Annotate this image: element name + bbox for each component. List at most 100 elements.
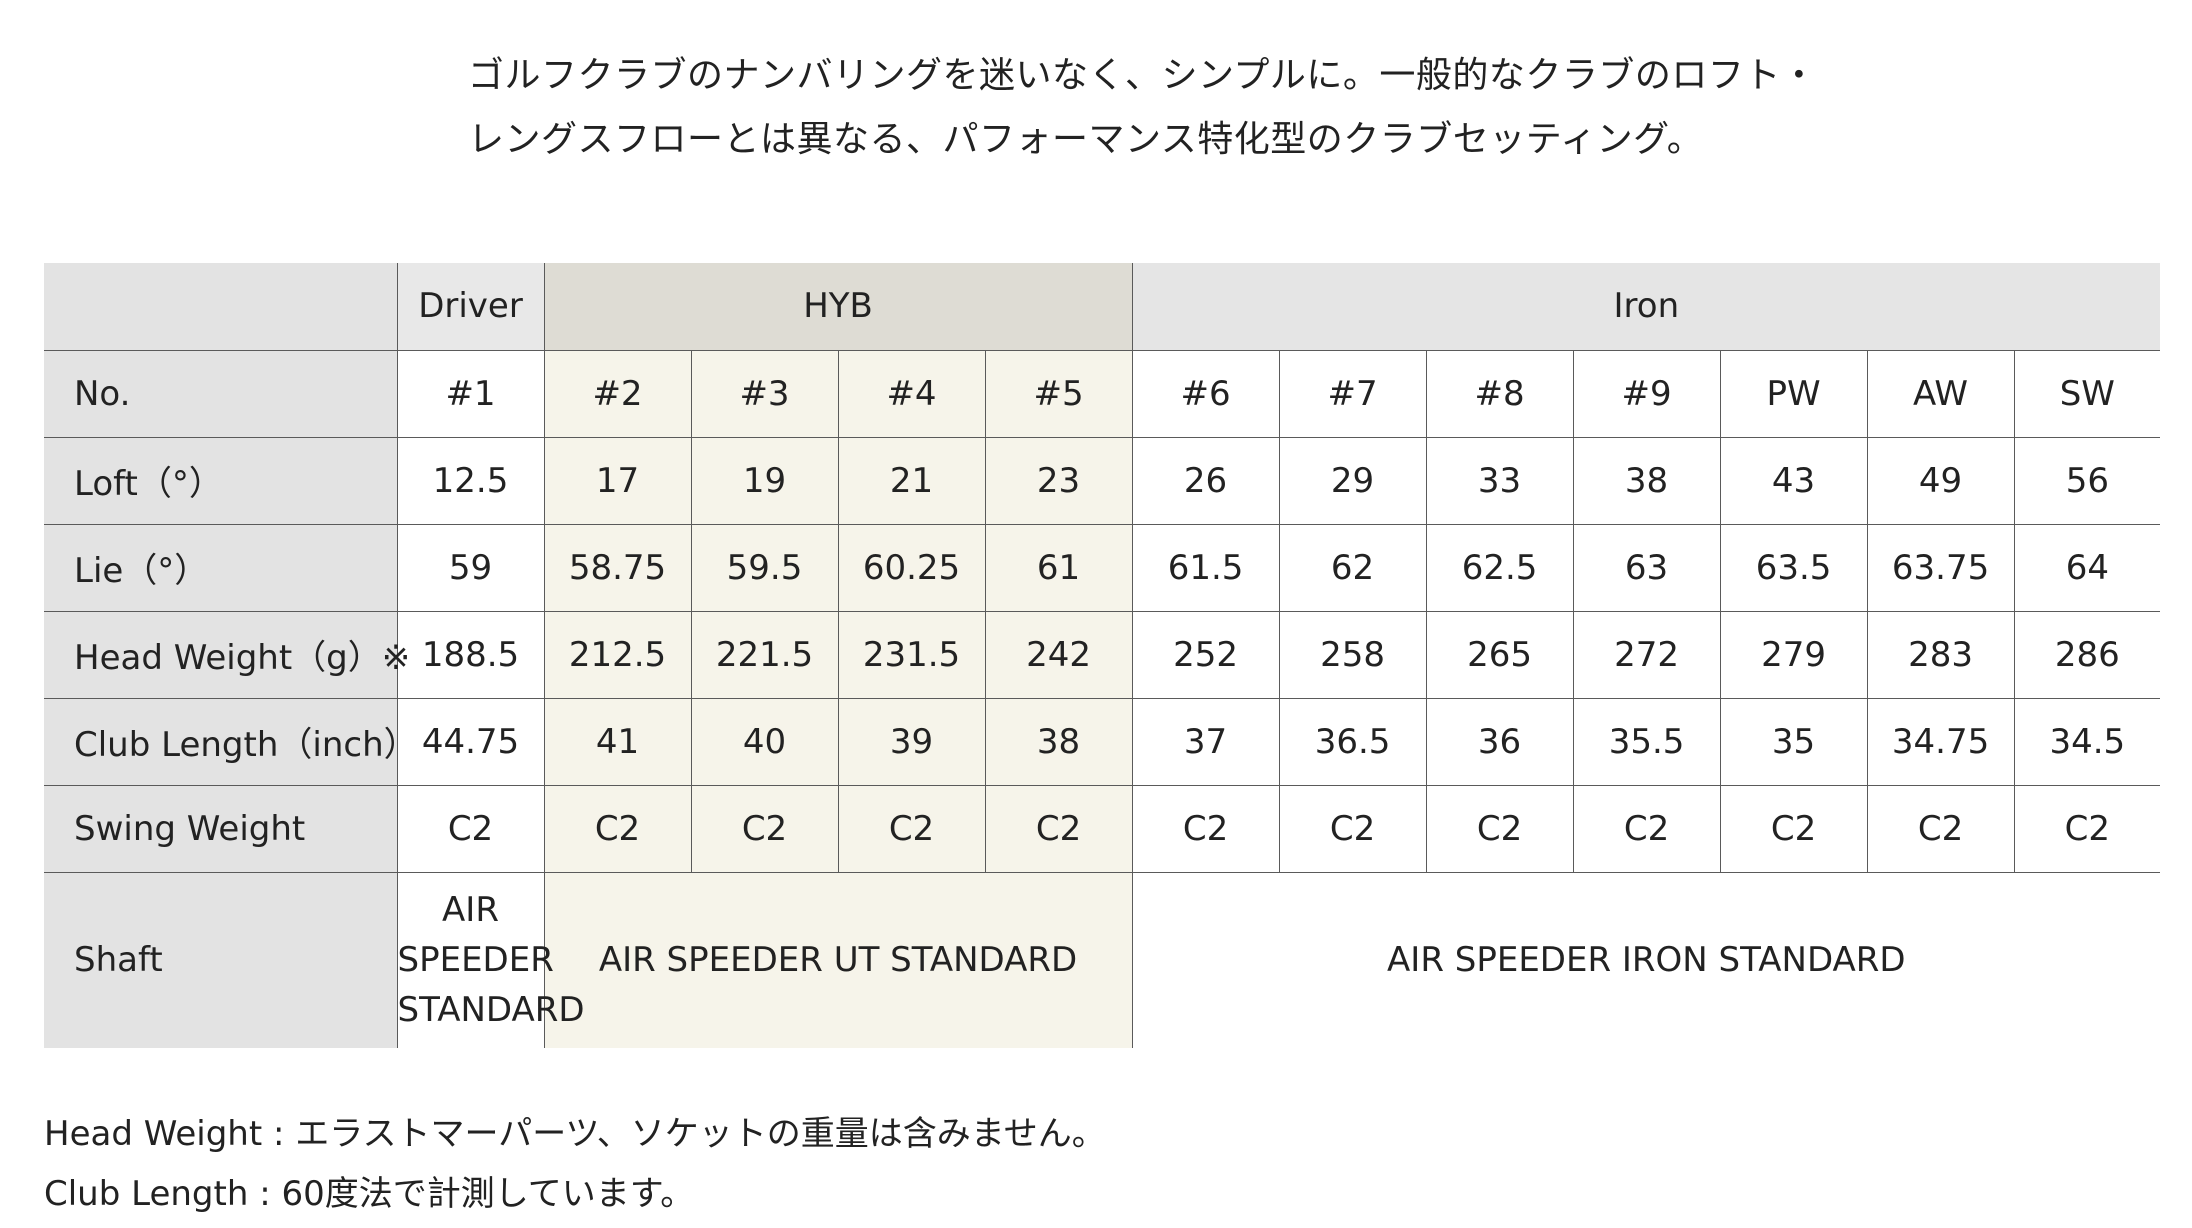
table-cell: 272: [1572, 610, 1721, 699]
group-header-row: Driver HYB Iron: [44, 263, 2161, 351]
table-cell: 59.5: [690, 523, 839, 612]
table-row: Swing Weight C2 C2 C2 C2 C2 C2 C2 C2 C2 …: [44, 784, 2161, 873]
row-label-lie: Lie（°）: [44, 523, 398, 612]
table-cell: 36: [1425, 697, 1574, 786]
table-cell: 49: [1866, 436, 2015, 525]
shaft-driver-line: AIR: [442, 890, 499, 931]
table-cell: 39: [837, 697, 986, 786]
table-cell: 63.75: [1866, 523, 2015, 612]
table-cell: AW: [1866, 349, 2015, 438]
table-cell: 283: [1866, 610, 2015, 699]
table-row: Club Length（inch） 44.75 41 40 39 38 37 3…: [44, 697, 2161, 786]
table-cell: #7: [1278, 349, 1427, 438]
table-cell: 56: [2013, 436, 2161, 525]
table-cell: 64: [2013, 523, 2161, 612]
table-row: Loft（°） 12.5 17 19 21 23 26 29 33 38 43 …: [44, 436, 2161, 525]
row-label-head-weight: Head Weight（g）※: [44, 610, 410, 699]
table-cell: C2: [543, 784, 692, 873]
row-label-loft: Loft（°）: [44, 436, 398, 525]
table-cell: PW: [1719, 349, 1868, 438]
table-row: No. #1 #2 #3 #4 #5 #6 #7 #8 #9 PW AW SW: [44, 349, 2161, 438]
table-cell: 62.5: [1425, 523, 1574, 612]
shaft-iron-cell: AIR SPEEDER IRON STANDARD: [1131, 871, 2161, 1048]
table-cell: 35: [1719, 697, 1868, 786]
intro-line-2: レングスフローとは異なる、パフォーマンス特化型のクラブセッティング。: [468, 119, 1704, 160]
table-cell: 26: [1131, 436, 1280, 525]
table-cell: 61.5: [1131, 523, 1280, 612]
table-cell: 33: [1425, 436, 1574, 525]
table-cell: 286: [2013, 610, 2161, 699]
table-cell: 17: [543, 436, 692, 525]
table-cell: 35.5: [1572, 697, 1721, 786]
table-cell: 19: [690, 436, 839, 525]
header-iron: Iron: [1131, 263, 2161, 351]
table-cell: 21: [837, 436, 986, 525]
table-cell: 61: [984, 523, 1133, 612]
table-cell: C2: [690, 784, 839, 873]
shaft-hyb-cell: AIR SPEEDER UT STANDARD: [543, 871, 1133, 1048]
table-cell: 60.25: [837, 523, 986, 612]
footnote-head-weight: Head Weight : エラストマーパーツ、ソケットの重量は含みません。: [44, 1114, 1106, 1154]
intro-line-1: ゴルフクラブのナンバリングを迷いなく、シンプルに。一般的なクラブのロフト・: [468, 55, 1818, 96]
table-cell: 38: [1572, 436, 1721, 525]
table-cell: 63.5: [1719, 523, 1868, 612]
table-cell: 62: [1278, 523, 1427, 612]
table-cell: 212.5: [543, 610, 692, 699]
table-cell: 40: [690, 697, 839, 786]
row-label-club-length: Club Length（inch）: [44, 697, 418, 786]
table-cell: 231.5: [837, 610, 986, 699]
table-cell: C2: [1866, 784, 2015, 873]
table-cell: 265: [1425, 610, 1574, 699]
table-cell: 43: [1719, 436, 1868, 525]
row-label-no: No.: [44, 349, 398, 438]
table-cell: C2: [2013, 784, 2161, 873]
table-cell: 188.5: [396, 610, 545, 699]
intro-text: ゴルフクラブのナンバリングを迷いなく、シンプルに。一般的なクラブのロフト・ レン…: [468, 44, 1868, 172]
table-cell: 252: [1131, 610, 1280, 699]
table-cell: 221.5: [690, 610, 839, 699]
table-row: Lie（°） 59 58.75 59.5 60.25 61 61.5 62 62…: [44, 523, 2161, 612]
table-cell: #5: [984, 349, 1133, 438]
table-cell: #9: [1572, 349, 1721, 438]
header-driver: Driver: [396, 263, 545, 351]
table-cell: 59: [396, 523, 545, 612]
shaft-driver-line: STANDARD: [397, 990, 585, 1031]
table-cell: 41: [543, 697, 692, 786]
table-cell: 36.5: [1278, 697, 1427, 786]
table-cell: 23: [984, 436, 1133, 525]
table-cell: 34.5: [2013, 697, 2161, 786]
shaft-row: Shaft AIR SPEEDER STANDARD AIR SPEEDER U…: [44, 871, 2161, 1048]
table-cell: C2: [837, 784, 986, 873]
row-label-shaft: Shaft: [44, 871, 398, 1048]
table-cell: 29: [1278, 436, 1427, 525]
table-cell: #4: [837, 349, 986, 438]
shaft-driver-line: SPEEDER: [397, 940, 554, 981]
table-cell: #3: [690, 349, 839, 438]
table-cell: 279: [1719, 610, 1868, 699]
table-cell: C2: [1719, 784, 1868, 873]
shaft-driver-cell: AIR SPEEDER STANDARD: [396, 871, 585, 1048]
table-cell: #8: [1425, 349, 1574, 438]
table-cell: 37: [1131, 697, 1280, 786]
header-hyb: HYB: [543, 263, 1133, 351]
table-cell: 38: [984, 697, 1133, 786]
row-label-swing-weight: Swing Weight: [44, 784, 398, 873]
footnotes: Head Weight : エラストマーパーツ、ソケットの重量は含みません。 C…: [44, 1104, 1106, 1224]
table-row: Head Weight（g）※ 188.5 212.5 221.5 231.5 …: [44, 610, 2161, 699]
footnote-club-length: Club Length : 60度法で計測しています。: [44, 1174, 695, 1214]
club-spec-table: Driver HYB Iron No. #1 #2 #3 #4 #5 #6 #7…: [44, 263, 2161, 1048]
table-cell: C2: [1131, 784, 1280, 873]
header-corner: [44, 263, 398, 351]
table-cell: 63: [1572, 523, 1721, 612]
table-cell: C2: [1425, 784, 1574, 873]
table-cell: #1: [396, 349, 545, 438]
table-cell: 12.5: [396, 436, 545, 525]
table-cell: 58.75: [543, 523, 692, 612]
table-cell: C2: [1278, 784, 1427, 873]
table-cell: 34.75: [1866, 697, 2015, 786]
table-cell: SW: [2013, 349, 2161, 438]
table-cell: 44.75: [396, 697, 545, 786]
table-cell: #6: [1131, 349, 1280, 438]
table-cell: C2: [984, 784, 1133, 873]
table-cell: 242: [984, 610, 1133, 699]
